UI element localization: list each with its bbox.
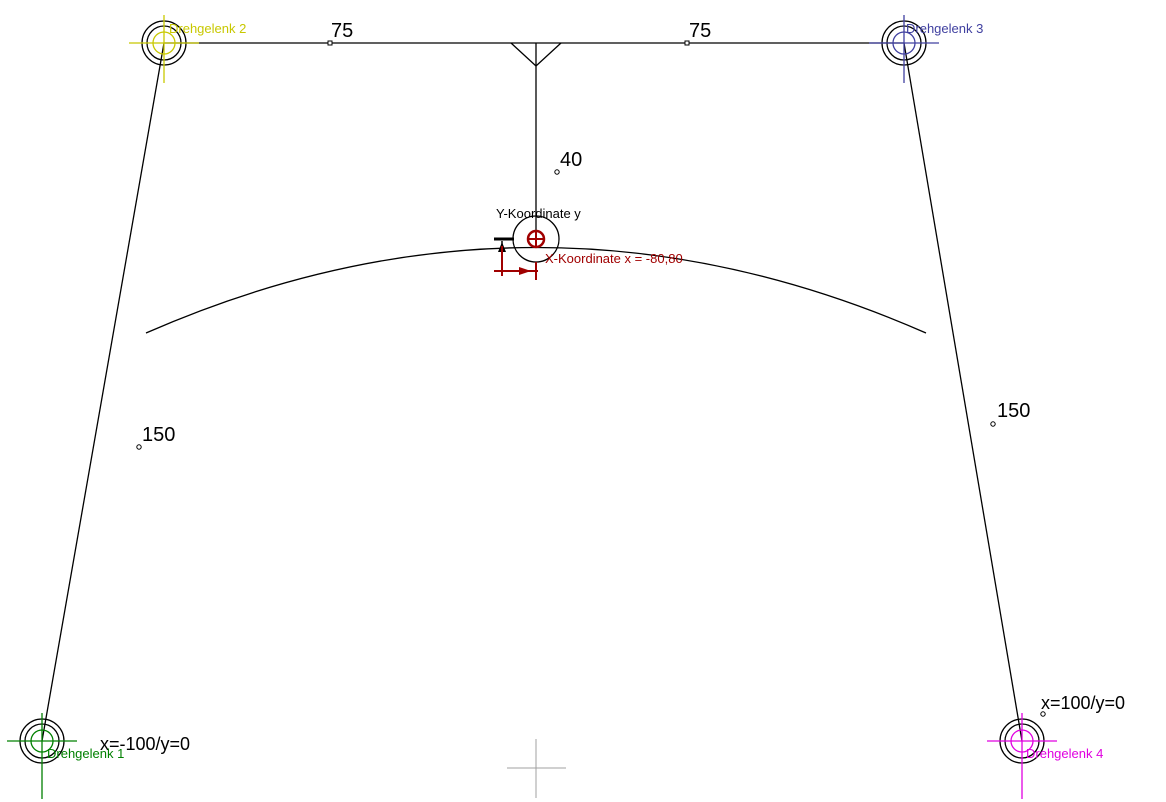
dim-label-right-link: 150 xyxy=(997,400,1030,422)
dim-marker-vertical xyxy=(554,169,560,175)
coord-label-left-base: x=-100/y=0 xyxy=(100,734,190,754)
dim-marker-left-link xyxy=(136,444,142,450)
coordinate-arrows xyxy=(494,237,538,280)
dim-marker-top-left xyxy=(327,40,333,46)
joint-2[interactable]: Drehgelenk 2 xyxy=(129,15,246,83)
y-coordinate-label: Y-Koordinate y xyxy=(496,206,581,221)
coord-label-right-base: x=100/y=0 xyxy=(1041,693,1125,713)
coupler-curve xyxy=(145,246,927,334)
dim-marker-top-right xyxy=(684,40,690,46)
x-coordinate-label: X-Koordinate x = -80,80 xyxy=(545,251,683,266)
coord-marker-right-base xyxy=(1040,711,1046,717)
joint-3[interactable]: Drehgelenk 3 xyxy=(869,15,983,83)
joint-1-label: Drehgelenk 1 xyxy=(47,746,124,761)
joint-4-label: Drehgelenk 4 xyxy=(1026,746,1103,761)
left-link xyxy=(41,42,165,742)
joint-1[interactable]: Drehgelenk 1 xyxy=(7,713,124,799)
coupler-fork xyxy=(510,42,562,67)
dim-label-left-link: 150 xyxy=(142,424,175,446)
dim-marker-right-link xyxy=(990,421,996,427)
dim-label-top-left: 75 xyxy=(331,20,353,42)
joint-4[interactable]: Drehgelenk 4 xyxy=(987,713,1103,799)
dim-label-top-right: 75 xyxy=(689,20,711,42)
origin-crosshair xyxy=(507,739,566,798)
joint-3-label: Drehgelenk 3 xyxy=(906,21,983,36)
dim-label-vertical: 40 xyxy=(560,149,582,171)
right-link xyxy=(903,42,1023,742)
joint-2-label: Drehgelenk 2 xyxy=(169,21,246,36)
